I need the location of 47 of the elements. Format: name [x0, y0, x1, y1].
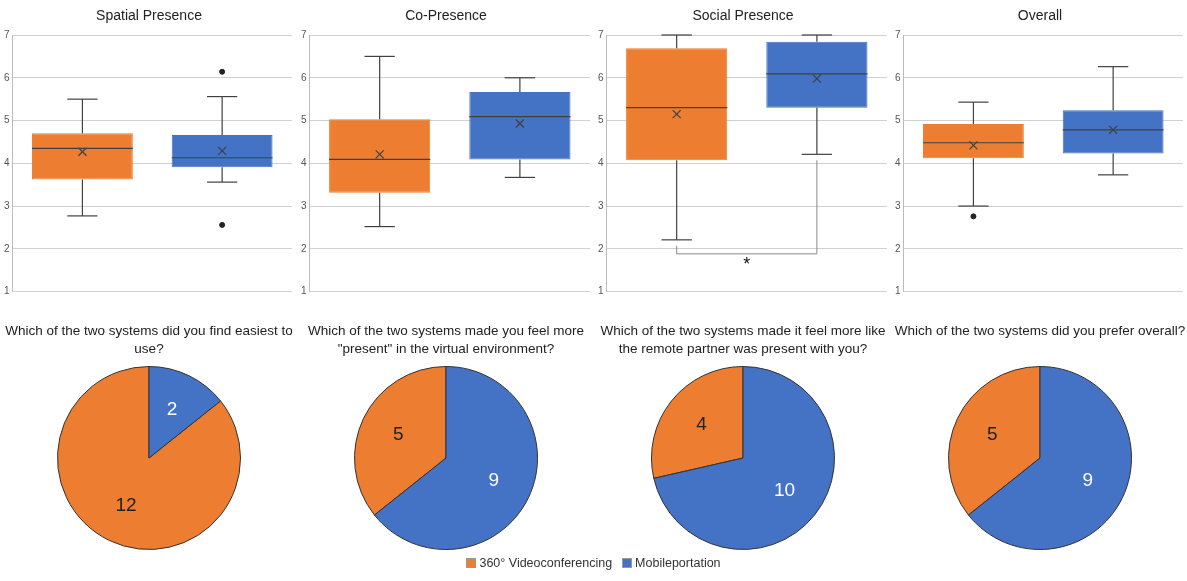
- y-tick-label: 1: [895, 285, 901, 297]
- y-tick-label: 3: [4, 199, 10, 211]
- chart-title: Which of the two systems made you feel more "present" in the virtual environment?: [306, 322, 586, 358]
- annotation: *: [743, 253, 751, 274]
- chart-title: Social Presence: [692, 6, 794, 25]
- y-tick-label: 2: [598, 242, 604, 254]
- y-tick-label: 1: [301, 285, 307, 297]
- chart-title: Which of the two systems made it feel more like the remote partner was present with you?: [599, 322, 887, 358]
- data-label: 12: [115, 494, 137, 516]
- y-tick-label: 5: [598, 114, 604, 126]
- y-tick-label: 5: [4, 114, 10, 126]
- y-tick-label: 4: [301, 157, 307, 169]
- chart-title: Which of the two systems did you find easiest to use?: [4, 322, 294, 358]
- y-tick-label: 7: [895, 28, 901, 40]
- y-tick-label: 6: [301, 71, 307, 83]
- legend-label: 360° Videoconferencing: [479, 556, 613, 570]
- y-tick-label: 7: [301, 28, 307, 40]
- y-tick-label: 7: [4, 28, 10, 40]
- y-tick-label: 3: [598, 199, 604, 211]
- chart-title: Which of the two systems did you prefer overall?: [894, 322, 1186, 340]
- chart-title: Co-Presence: [405, 6, 487, 25]
- y-tick-label: 3: [895, 199, 901, 211]
- y-tick-label: 4: [598, 157, 604, 169]
- y-tick-label: 3: [301, 199, 307, 211]
- y-tick-label: 2: [4, 242, 10, 254]
- y-tick-label: 6: [598, 71, 604, 83]
- y-tick-label: 2: [301, 242, 307, 254]
- data-label: 4: [696, 413, 708, 435]
- data-label: 9: [1082, 469, 1094, 491]
- data-label: 5: [986, 423, 998, 445]
- y-tick-label: 4: [895, 157, 901, 169]
- data-label: 9: [488, 469, 500, 491]
- y-tick-label: 4: [4, 157, 10, 169]
- y-tick-label: 5: [301, 114, 307, 126]
- data-label: 2: [166, 398, 178, 420]
- data-label: 10: [773, 479, 796, 501]
- y-tick-label: 6: [4, 71, 10, 83]
- chart-title: Spatial Presence: [96, 6, 202, 25]
- y-tick-label: 5: [895, 114, 901, 126]
- y-tick-label: 1: [4, 285, 10, 297]
- chart-title: Overall: [1017, 6, 1063, 25]
- data-label: 5: [392, 423, 404, 445]
- legend-label: Mobileportation: [635, 556, 721, 570]
- y-tick-label: 6: [895, 71, 901, 83]
- y-tick-label: 7: [598, 28, 604, 40]
- y-tick-label: 2: [895, 242, 901, 254]
- y-tick-label: 1: [598, 285, 604, 297]
